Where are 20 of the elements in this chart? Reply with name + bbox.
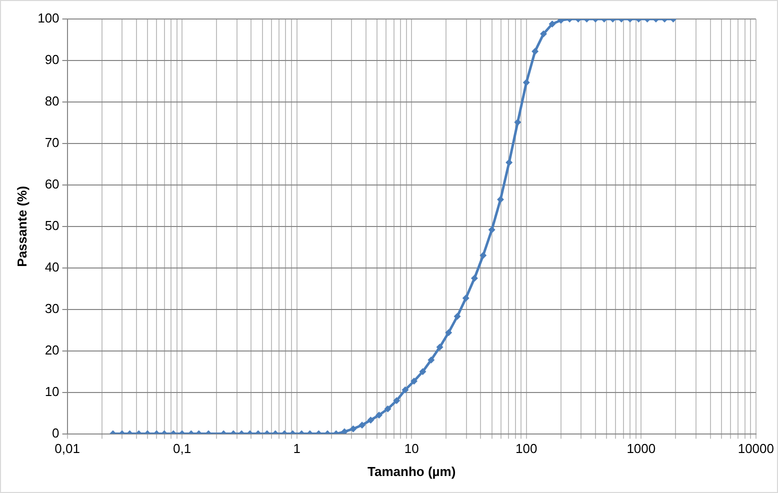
y-tick-label: 100 — [38, 10, 60, 26]
y-tick-label: 50 — [44, 218, 60, 233]
x-tick-label: 1000 — [626, 441, 656, 456]
x-tick-label: 0,1 — [173, 441, 192, 456]
x-tick-label: 10 — [404, 441, 419, 456]
x-axis-title: Tamanho (µm) — [368, 464, 456, 479]
x-tick-label: 1 — [293, 441, 300, 456]
x-tick-label: 10000 — [738, 441, 774, 456]
x-tick-label: 0,01 — [54, 441, 80, 456]
y-tick-label: 20 — [44, 342, 60, 358]
y-tick-label: 30 — [44, 300, 60, 316]
y-tick-label: 60 — [44, 176, 60, 192]
y-axis-title: Passante (%) — [14, 186, 30, 267]
y-tick-label: 90 — [44, 52, 60, 68]
y-tick-label: 70 — [44, 135, 60, 150]
y-tick-label: 80 — [44, 94, 60, 109]
y-tick-label: 10 — [44, 384, 60, 399]
x-tick-label: 100 — [516, 441, 538, 456]
y-tick-label: 40 — [44, 259, 60, 274]
y-tick-label: 0 — [52, 425, 60, 440]
